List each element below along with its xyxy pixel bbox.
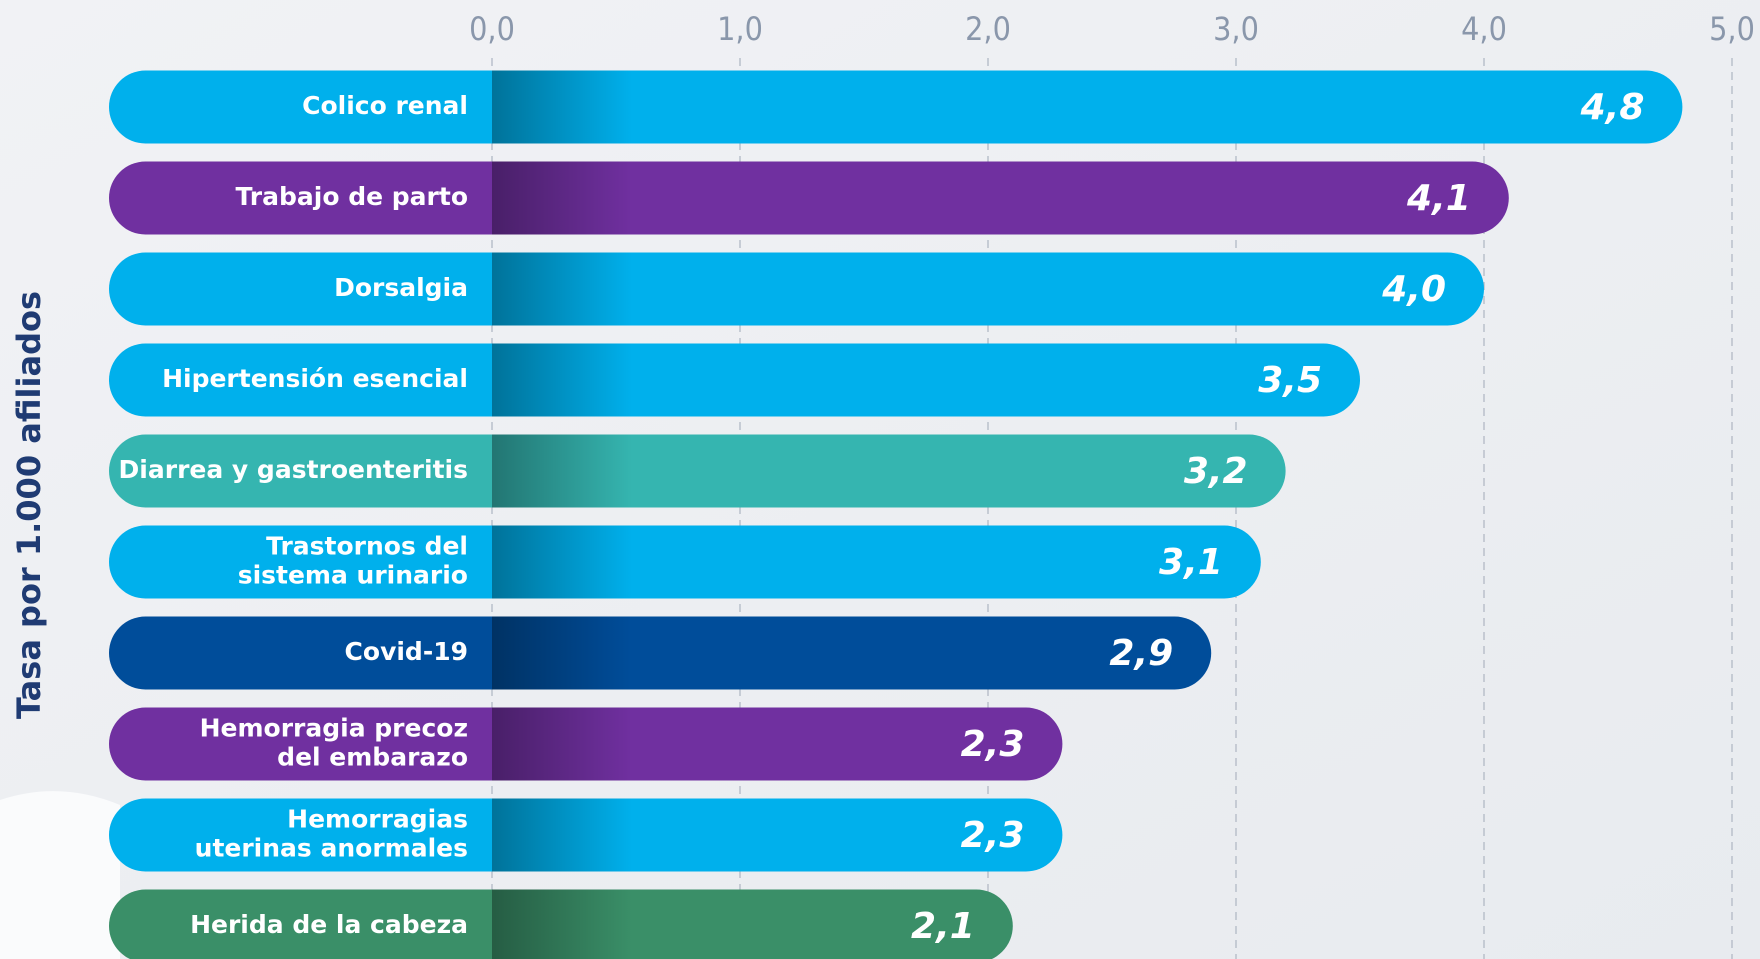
bar — [109, 434, 1286, 508]
value-label: 2,9 — [1109, 633, 1173, 674]
x-tick-label: 0,0 — [469, 10, 515, 48]
value-label: 2,1 — [911, 906, 975, 947]
bar-shade — [492, 525, 632, 599]
bar-shade — [492, 161, 632, 235]
bar — [109, 616, 1212, 690]
bar-shade — [492, 798, 632, 872]
x-tick-label: 2,0 — [965, 10, 1011, 48]
value-label: 3,5 — [1258, 360, 1322, 401]
category-label: Hemorragia precoz del embarazo — [200, 714, 468, 772]
category-label: Trastornos del sistema urinario — [238, 532, 468, 590]
bar — [109, 525, 1261, 599]
value-label: 2,3 — [961, 815, 1025, 856]
category-label: Hemorragias uterinas anormales — [195, 805, 468, 863]
category-label: Herida de la cabeza — [190, 910, 468, 939]
category-label-line: Diarrea y gastroenteritis — [119, 455, 468, 484]
bar-shade — [492, 616, 632, 690]
value-label: 3,1 — [1159, 542, 1223, 583]
value-label: 3,2 — [1184, 451, 1248, 492]
value-label: 4,8 — [1580, 87, 1645, 128]
x-tick-label: 3,0 — [1213, 10, 1259, 48]
category-label-line: Colico renal — [302, 91, 468, 120]
category-label-line: Dorsalgia — [334, 273, 468, 302]
bar — [109, 252, 1484, 326]
category-label-line: Trastornos del — [266, 532, 468, 561]
value-label: 4,1 — [1406, 178, 1471, 219]
category-label: Dorsalgia — [334, 273, 468, 302]
bar — [109, 343, 1360, 417]
category-label: Trabajo de parto — [236, 182, 469, 211]
category-label-line: Hemorragia precoz — [200, 714, 468, 743]
x-tick-label: 5,0 — [1709, 10, 1755, 48]
value-label: 2,3 — [961, 724, 1025, 765]
x-tick-label: 1,0 — [717, 10, 763, 48]
x-tick-label: 4,0 — [1461, 10, 1507, 48]
category-label: Diarrea y gastroenteritis — [119, 455, 468, 484]
category-label-line: Covid-19 — [345, 637, 468, 666]
category-label-line: Trabajo de parto — [236, 182, 469, 211]
category-label: Hipertensión esencial — [162, 364, 468, 393]
bar-shade — [492, 707, 632, 781]
bar-shade — [492, 889, 632, 959]
category-label: Colico renal — [302, 91, 468, 120]
category-label-line: Hemorragias — [287, 805, 468, 834]
bar — [109, 161, 1509, 235]
value-label: 4,0 — [1381, 269, 1446, 310]
category-label: Covid-19 — [345, 637, 468, 666]
category-label-line: uterinas anormales — [195, 834, 468, 863]
background-swoosh — [0, 791, 120, 959]
category-label-line: Herida de la cabeza — [190, 910, 468, 939]
category-label-line: del embarazo — [277, 743, 468, 772]
bar-shade — [492, 343, 632, 417]
category-label-line: sistema urinario — [238, 561, 468, 590]
bar-shade — [492, 434, 632, 508]
bar-shade — [492, 70, 632, 144]
bar-shade — [492, 252, 632, 326]
category-label-line: Hipertensión esencial — [162, 364, 468, 393]
y-axis-label: Tasa por 1.000 afiliados — [10, 291, 48, 719]
